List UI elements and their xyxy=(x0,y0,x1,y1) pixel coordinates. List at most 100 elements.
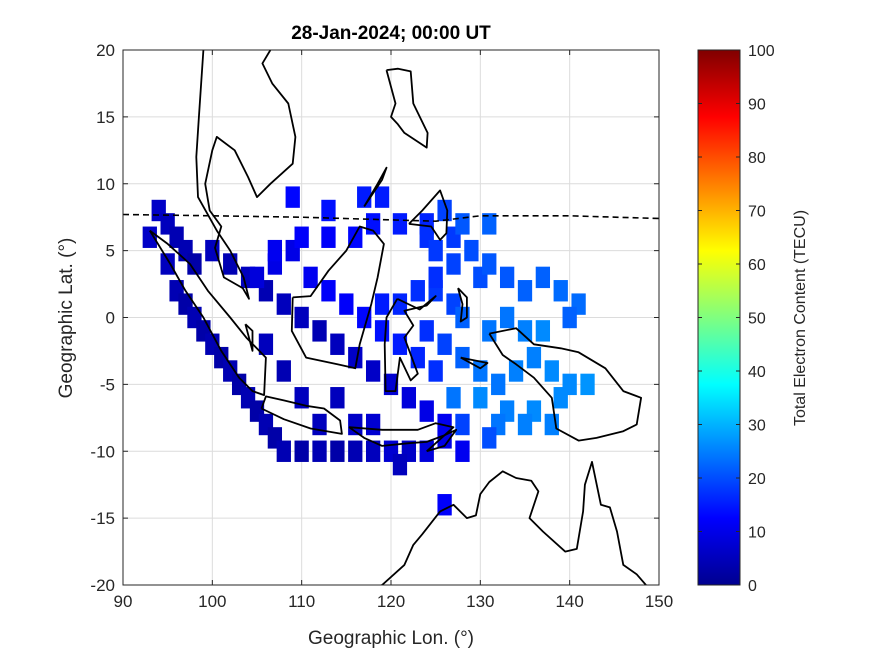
tec-cell xyxy=(374,186,390,208)
tec-cell xyxy=(482,427,497,449)
y-axis-label: Geographic Lat. (°) xyxy=(56,238,77,399)
tec-cell xyxy=(365,440,381,462)
tec-cell xyxy=(276,440,291,462)
tec-cell xyxy=(392,453,408,476)
coastline xyxy=(383,295,437,392)
tec-cell xyxy=(482,253,497,275)
tec-cell xyxy=(517,413,533,436)
coastline xyxy=(244,323,254,352)
colorbar-tick-label: 80 xyxy=(748,150,766,167)
tec-cell xyxy=(482,213,497,235)
coastline xyxy=(260,395,343,435)
tec-cell xyxy=(267,239,283,262)
tec-cell xyxy=(401,387,417,409)
tec-cell xyxy=(285,186,300,208)
dip-equator-line xyxy=(123,213,659,223)
tec-cell xyxy=(446,253,461,275)
x-axis-label: Geographic Lon. (°) xyxy=(308,628,474,649)
tec-cell xyxy=(294,306,309,329)
tec-cell xyxy=(383,373,399,396)
coastline xyxy=(408,189,449,241)
tec-cell xyxy=(499,306,515,329)
tec-cell xyxy=(446,387,461,409)
colorbar-tick-label: 30 xyxy=(748,418,766,435)
colorbar-label: Total Electron Content (TECU) xyxy=(792,210,809,426)
tec-cell xyxy=(526,346,542,369)
tec-cell xyxy=(473,387,488,409)
x-tick-label: 120 xyxy=(377,592,405,611)
colorbar-tick-label: 20 xyxy=(748,471,766,488)
tec-cell xyxy=(392,333,408,355)
tec-cell xyxy=(294,440,309,462)
colorbar-tick-label: 0 xyxy=(748,578,757,595)
colorbar-tick-label: 100 xyxy=(748,43,775,60)
tec-cell xyxy=(437,199,452,222)
coastline xyxy=(385,67,429,149)
tec-cell xyxy=(187,253,202,275)
tec-cell xyxy=(312,320,327,342)
tec-cell xyxy=(562,306,577,329)
tec-cell xyxy=(258,333,274,355)
y-tick-label: -10 xyxy=(90,442,115,461)
tec-cell xyxy=(374,320,390,342)
colorbar-tick-label: 40 xyxy=(748,364,766,381)
tec-cell xyxy=(321,280,336,302)
tec-cell xyxy=(312,413,327,436)
colorbar xyxy=(697,49,741,586)
tec-cell xyxy=(535,320,551,342)
coastline xyxy=(363,166,388,207)
tec-cell xyxy=(580,373,595,396)
coastline xyxy=(195,50,297,300)
tec-cell xyxy=(249,266,265,289)
tec-cell xyxy=(303,266,318,289)
tec-cell xyxy=(419,320,434,342)
tec-cell xyxy=(276,293,291,315)
tec-cell xyxy=(491,373,506,396)
tec-cell xyxy=(348,440,363,462)
colorbar-tick-label: 50 xyxy=(748,311,766,328)
tec-cell xyxy=(544,360,559,382)
tec-cell xyxy=(428,360,443,382)
colorbar-tick-label: 70 xyxy=(748,204,766,221)
y-tick-label: 20 xyxy=(96,41,115,60)
y-tick-label: 0 xyxy=(106,309,115,328)
tec-cell xyxy=(517,320,533,342)
y-tick-label: 10 xyxy=(96,175,115,194)
y-tick-label: 15 xyxy=(96,108,115,127)
tec-cell xyxy=(276,360,291,382)
x-tick-label: 150 xyxy=(645,592,673,611)
tec-cell xyxy=(330,333,345,355)
tec-cell xyxy=(321,199,336,222)
x-tick-label: 110 xyxy=(288,592,315,611)
tec-cell xyxy=(294,226,309,248)
tec-cell xyxy=(428,239,443,262)
tec-cell xyxy=(455,413,470,436)
chart-title: 28-Jan-2024; 00:00 UT xyxy=(291,23,491,44)
x-tick-label: 140 xyxy=(555,592,583,611)
coastline xyxy=(426,428,458,453)
x-axis-ticks: 90 100 110 120 130 140 150 xyxy=(114,50,673,611)
tec-cell xyxy=(330,387,345,409)
tec-cell xyxy=(410,346,425,369)
tec-cell xyxy=(339,293,354,315)
tec-cell xyxy=(410,280,425,302)
colorbar-tick-label: 60 xyxy=(748,257,766,274)
tec-cell xyxy=(374,293,390,315)
tec-cell xyxy=(535,266,551,289)
coastline xyxy=(460,356,489,370)
y-tick-label: 5 xyxy=(106,242,115,261)
x-tick-label: 90 xyxy=(114,592,133,611)
tec-cell xyxy=(455,440,470,462)
tec-cell xyxy=(365,413,381,436)
coastline xyxy=(378,461,648,585)
tec-cell xyxy=(428,266,443,289)
tec-cell xyxy=(312,440,327,462)
coastline-layer xyxy=(149,50,648,585)
tec-cell xyxy=(499,266,515,289)
tec-cell xyxy=(357,306,372,329)
tec-cell xyxy=(321,226,336,248)
tec-cell xyxy=(365,360,381,382)
tec-cell xyxy=(544,413,559,436)
tec-cell xyxy=(553,280,568,302)
